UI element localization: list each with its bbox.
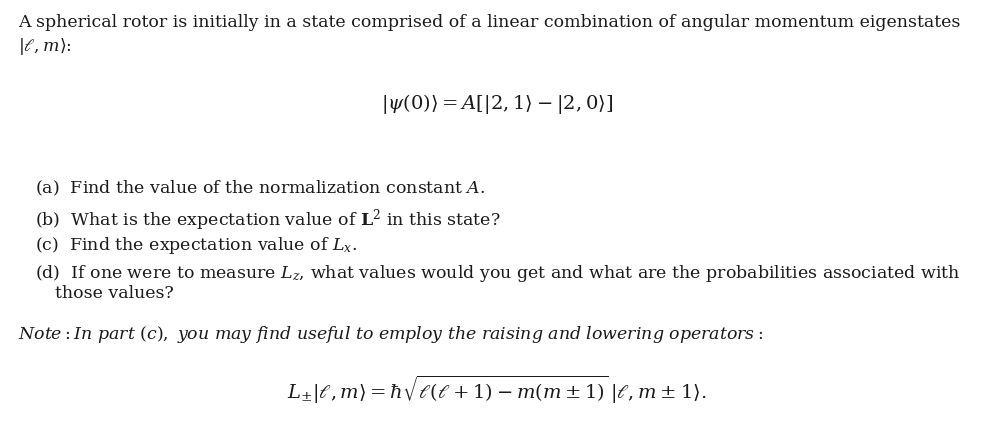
Text: $|\ell, m\rangle$:: $|\ell, m\rangle$: (18, 36, 72, 57)
Text: (d)  If one were to measure $L_z$, what values would you get and what are the pr: (d) If one were to measure $L_z$, what v… (35, 263, 959, 284)
Text: (a)  Find the value of the normalization constant $A$.: (a) Find the value of the normalization … (35, 179, 485, 198)
Text: $L_{\pm}|\ell, m\rangle = \hbar\sqrt{\ell(\ell+1) - m(m\pm 1)}\,|\ell, m\pm 1\ra: $L_{\pm}|\ell, m\rangle = \hbar\sqrt{\el… (287, 374, 706, 406)
Text: those values?: those values? (55, 285, 174, 302)
Text: $|\psi(0)\rangle = A\left[|2,1\rangle - |2,0\rangle\right]$: $|\psi(0)\rangle = A\left[|2,1\rangle - … (381, 92, 612, 116)
Text: (c)  Find the expectation value of $L_x$.: (c) Find the expectation value of $L_x$. (35, 235, 357, 256)
Text: $\mathit{Note: In\ part\ (c),\ you\ may\ find\ useful\ to\ employ\ the\ raising\: $\mathit{Note: In\ part\ (c),\ you\ may\… (18, 324, 762, 345)
Text: A spherical rotor is initially in a state comprised of a linear combination of a: A spherical rotor is initially in a stat… (18, 14, 959, 31)
Text: (b)  What is the expectation value of $\mathbf{L}^2$ in this state?: (b) What is the expectation value of $\m… (35, 207, 500, 233)
